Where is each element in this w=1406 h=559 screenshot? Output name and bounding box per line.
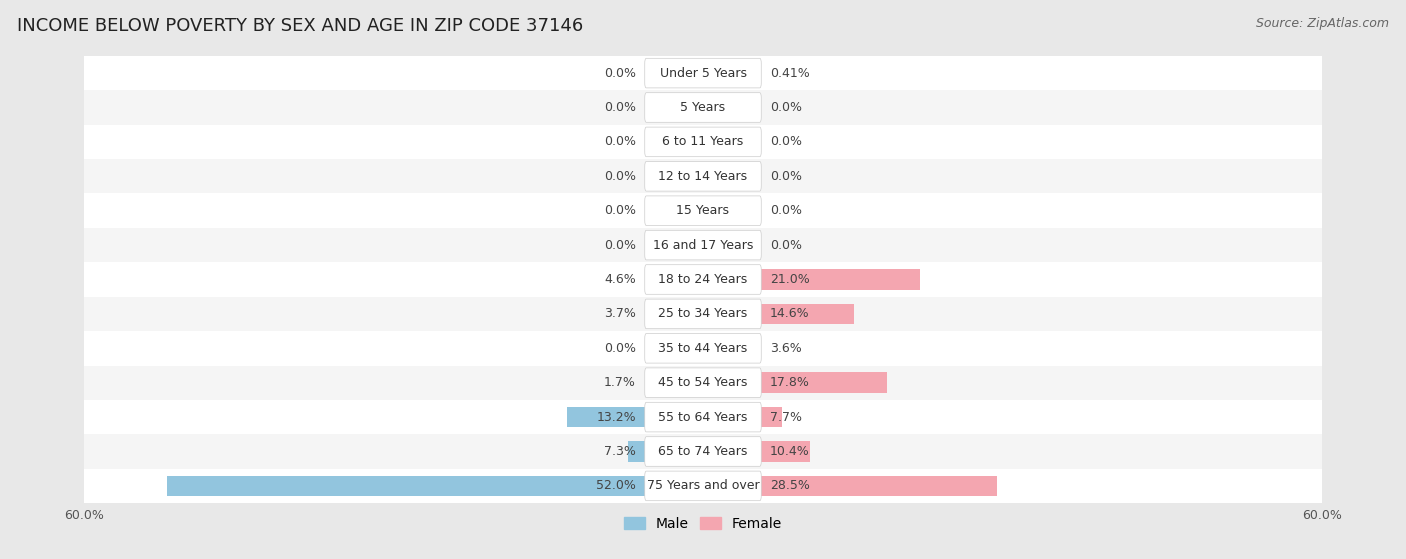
Text: 3.7%: 3.7% — [605, 307, 636, 320]
Bar — [686, 372, 703, 393]
Text: 75 Years and over: 75 Years and over — [647, 480, 759, 492]
Bar — [84, 468, 1322, 503]
Bar — [665, 304, 703, 324]
Bar — [703, 63, 707, 83]
Bar — [84, 297, 1322, 331]
Bar — [655, 269, 703, 290]
Bar — [703, 441, 810, 462]
Bar — [84, 193, 1322, 228]
Bar — [703, 269, 920, 290]
Bar — [84, 159, 1322, 193]
Text: 55 to 64 Years: 55 to 64 Years — [658, 411, 748, 424]
FancyBboxPatch shape — [645, 196, 761, 225]
Legend: Male, Female: Male, Female — [619, 511, 787, 537]
Bar — [703, 338, 740, 359]
Bar — [84, 125, 1322, 159]
FancyBboxPatch shape — [645, 230, 761, 260]
Text: 21.0%: 21.0% — [770, 273, 810, 286]
Text: 0.0%: 0.0% — [605, 170, 636, 183]
Bar — [167, 476, 703, 496]
Text: 0.0%: 0.0% — [770, 239, 801, 252]
Bar — [703, 476, 997, 496]
Text: 0.0%: 0.0% — [770, 135, 801, 148]
Text: 0.0%: 0.0% — [770, 170, 801, 183]
Text: 4.6%: 4.6% — [605, 273, 636, 286]
Bar — [84, 262, 1322, 297]
Bar — [84, 228, 1322, 262]
Bar — [84, 366, 1322, 400]
Text: 14.6%: 14.6% — [770, 307, 810, 320]
FancyBboxPatch shape — [645, 368, 761, 397]
Text: 6 to 11 Years: 6 to 11 Years — [662, 135, 744, 148]
Text: 3.6%: 3.6% — [770, 342, 801, 355]
FancyBboxPatch shape — [645, 437, 761, 466]
Text: 5 Years: 5 Years — [681, 101, 725, 114]
Bar — [703, 304, 853, 324]
Text: 1.7%: 1.7% — [605, 376, 636, 389]
Bar — [567, 407, 703, 428]
Text: 25 to 34 Years: 25 to 34 Years — [658, 307, 748, 320]
FancyBboxPatch shape — [645, 162, 761, 191]
Bar — [84, 331, 1322, 366]
Bar — [84, 91, 1322, 125]
FancyBboxPatch shape — [645, 127, 761, 157]
Text: 35 to 44 Years: 35 to 44 Years — [658, 342, 748, 355]
Text: 65 to 74 Years: 65 to 74 Years — [658, 445, 748, 458]
Text: 10.4%: 10.4% — [770, 445, 810, 458]
Text: 52.0%: 52.0% — [596, 480, 636, 492]
Bar — [703, 372, 887, 393]
Text: 13.2%: 13.2% — [596, 411, 636, 424]
Text: 7.3%: 7.3% — [605, 445, 636, 458]
Text: Source: ZipAtlas.com: Source: ZipAtlas.com — [1256, 17, 1389, 30]
Bar — [703, 407, 782, 428]
Text: 0.0%: 0.0% — [605, 342, 636, 355]
Text: 28.5%: 28.5% — [770, 480, 810, 492]
Text: 0.0%: 0.0% — [605, 67, 636, 79]
Bar — [84, 400, 1322, 434]
Text: 12 to 14 Years: 12 to 14 Years — [658, 170, 748, 183]
FancyBboxPatch shape — [645, 93, 761, 122]
Text: 0.0%: 0.0% — [605, 239, 636, 252]
FancyBboxPatch shape — [645, 265, 761, 294]
FancyBboxPatch shape — [645, 299, 761, 329]
Text: 0.0%: 0.0% — [605, 135, 636, 148]
Bar — [84, 56, 1322, 91]
FancyBboxPatch shape — [645, 58, 761, 88]
Text: 0.0%: 0.0% — [605, 101, 636, 114]
Text: INCOME BELOW POVERTY BY SEX AND AGE IN ZIP CODE 37146: INCOME BELOW POVERTY BY SEX AND AGE IN Z… — [17, 17, 583, 35]
Bar — [627, 441, 703, 462]
Text: 7.7%: 7.7% — [770, 411, 801, 424]
FancyBboxPatch shape — [645, 471, 761, 501]
Text: 17.8%: 17.8% — [770, 376, 810, 389]
Text: 0.0%: 0.0% — [770, 204, 801, 217]
Text: 0.0%: 0.0% — [605, 204, 636, 217]
Text: Under 5 Years: Under 5 Years — [659, 67, 747, 79]
FancyBboxPatch shape — [645, 402, 761, 432]
FancyBboxPatch shape — [645, 334, 761, 363]
Text: 0.41%: 0.41% — [770, 67, 810, 79]
Text: 45 to 54 Years: 45 to 54 Years — [658, 376, 748, 389]
Text: 16 and 17 Years: 16 and 17 Years — [652, 239, 754, 252]
Bar — [84, 434, 1322, 468]
Text: 0.0%: 0.0% — [770, 101, 801, 114]
Text: 18 to 24 Years: 18 to 24 Years — [658, 273, 748, 286]
Text: 15 Years: 15 Years — [676, 204, 730, 217]
